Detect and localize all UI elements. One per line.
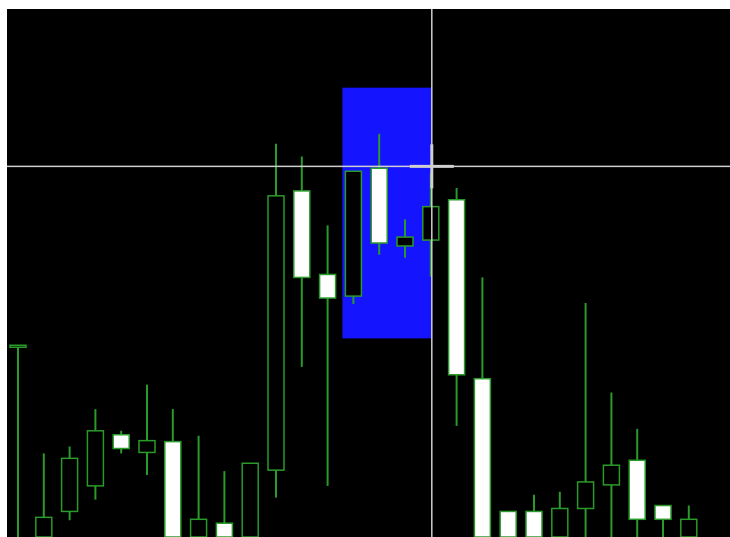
candle-body (447, 198, 466, 376)
candle-body (370, 167, 388, 244)
candle-14 (370, 133, 388, 255)
candle-16 (422, 173, 440, 277)
candle-body (396, 236, 414, 247)
candle-body (215, 522, 234, 537)
candle-15 (396, 219, 414, 258)
candle-body (189, 518, 208, 537)
candle-body (654, 504, 672, 521)
candle-body (35, 516, 53, 537)
candle-3 (86, 409, 105, 500)
candle-body (86, 430, 105, 487)
candle-body (112, 433, 130, 450)
candle-body (138, 439, 156, 454)
candle-19 (499, 510, 517, 537)
candle-13 (344, 170, 363, 304)
candle-body (164, 440, 182, 537)
candle-10 (267, 143, 285, 498)
candle-7 (189, 435, 208, 537)
candle-25 (654, 504, 672, 537)
candle-4 (112, 430, 130, 454)
candle-9 (241, 462, 259, 537)
candle-23 (602, 392, 621, 537)
candle-body (9, 344, 27, 349)
candle-18 (473, 277, 492, 537)
candle-5 (138, 384, 156, 476)
candle-body (473, 377, 492, 537)
candle-24 (628, 428, 646, 537)
candle-body (318, 273, 337, 299)
candle-12 (318, 225, 337, 486)
candle-17 (447, 187, 466, 426)
candle-6 (164, 409, 182, 537)
candle-body (551, 507, 569, 537)
candle-body (628, 459, 646, 521)
candle-body (422, 205, 440, 241)
candle-body (602, 464, 621, 486)
candle-20 (525, 494, 543, 537)
candle-body (344, 170, 363, 297)
candle-body (293, 190, 311, 279)
candle-body (267, 195, 285, 471)
crosshair[interactable] (7, 9, 730, 537)
candle-8 (215, 471, 234, 537)
candle-body (576, 481, 595, 510)
candle-body (60, 457, 79, 513)
candle-body (499, 510, 517, 537)
candle-22 (576, 302, 595, 537)
candle-2 (60, 446, 79, 521)
candle-body (525, 510, 543, 537)
candle-0 (9, 344, 27, 537)
candle-body (241, 462, 259, 537)
candle-26 (680, 505, 698, 537)
candles-layer (9, 133, 698, 537)
candle-1 (35, 453, 53, 537)
candle-11 (293, 156, 311, 367)
candle-body (680, 518, 698, 537)
